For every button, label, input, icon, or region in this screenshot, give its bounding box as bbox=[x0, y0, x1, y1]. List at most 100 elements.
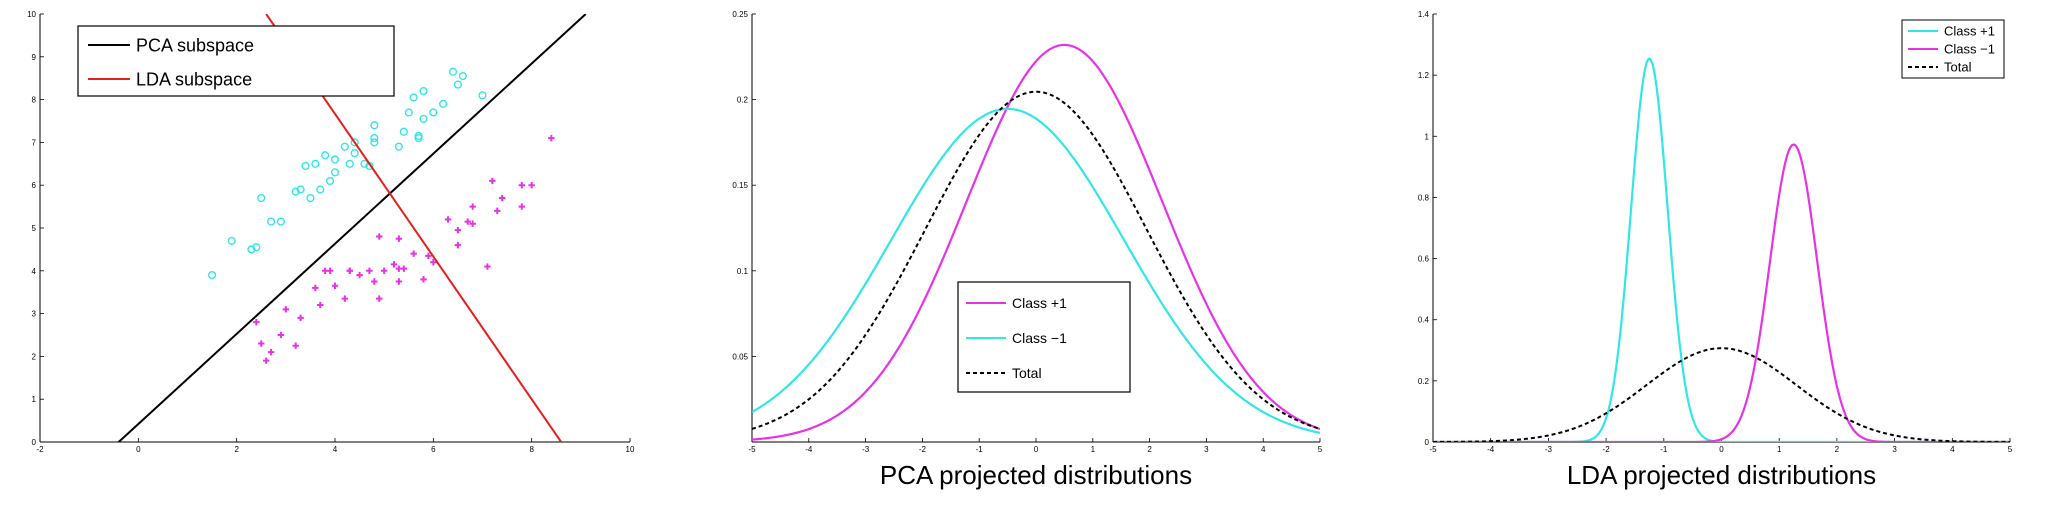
legend-label: Class +1 bbox=[1944, 24, 1995, 39]
x-tick-label: 8 bbox=[529, 445, 534, 454]
class-minus1-point bbox=[267, 348, 275, 356]
series-line-class-1 bbox=[1433, 143, 2010, 442]
class-minus1-point bbox=[454, 241, 462, 249]
x-tick-label: -5 bbox=[748, 445, 756, 454]
class-plus1-point bbox=[306, 193, 315, 203]
x-tick-label: 5 bbox=[1318, 445, 1323, 454]
legend-label: LDA subspace bbox=[136, 69, 252, 89]
x-tick-label: 1 bbox=[1777, 445, 1782, 454]
y-tick-label: 5 bbox=[32, 224, 37, 233]
x-tick-label: -2 bbox=[919, 445, 927, 454]
y-tick-label: 7 bbox=[32, 138, 37, 147]
class-minus1-point bbox=[376, 233, 383, 240]
class-plus1-point bbox=[419, 114, 428, 123]
x-tick-label: 6 bbox=[431, 445, 436, 454]
y-tick-label: 0.4 bbox=[1418, 316, 1430, 325]
x-tick-label: -2 bbox=[1603, 445, 1611, 454]
class-plus1-point bbox=[340, 142, 349, 151]
class-minus1-point bbox=[346, 267, 353, 274]
class-minus1-point bbox=[262, 357, 270, 364]
class-minus1-point bbox=[400, 265, 408, 272]
x-tick-label: 3 bbox=[1892, 445, 1897, 454]
class-minus1-point bbox=[326, 267, 334, 274]
y-tick-label: 3 bbox=[32, 310, 37, 319]
class-minus1-point bbox=[444, 216, 452, 223]
class-minus1-point bbox=[464, 218, 471, 225]
class-minus1-point bbox=[528, 182, 535, 189]
y-tick-label: 0.1 bbox=[737, 267, 749, 276]
y-tick-label: 6 bbox=[32, 181, 37, 190]
x-tick-label: 0 bbox=[1719, 445, 1724, 454]
legend-label: PCA subspace bbox=[136, 35, 254, 55]
class-minus1-point bbox=[489, 177, 496, 185]
y-tick-label: 1.4 bbox=[1418, 10, 1430, 19]
legend-label: Total bbox=[1944, 60, 1972, 75]
series-line-class-1 bbox=[1433, 57, 2010, 442]
y-tick-label: 0.15 bbox=[732, 181, 748, 190]
class-plus1-point bbox=[370, 121, 379, 130]
class-plus1-point bbox=[394, 142, 404, 151]
class-plus1-point bbox=[404, 108, 413, 117]
y-tick-label: 9 bbox=[32, 53, 37, 62]
x-tick-label: 2 bbox=[1835, 445, 1840, 454]
class-minus1-point bbox=[469, 203, 476, 210]
x-tick-label: 0 bbox=[1034, 445, 1039, 454]
class-minus1-point bbox=[292, 342, 299, 349]
series-line-class-1 bbox=[752, 43, 1320, 441]
y-tick-label: 0.2 bbox=[737, 96, 749, 105]
y-tick-label: 1 bbox=[1425, 132, 1430, 141]
class-minus1-point bbox=[390, 261, 398, 268]
y-tick-label: 1.2 bbox=[1418, 71, 1430, 80]
class-plus1-point bbox=[478, 91, 487, 100]
legend-label: Total bbox=[1012, 365, 1042, 381]
class-plus1-point bbox=[453, 80, 463, 89]
class-plus1-point bbox=[207, 270, 217, 280]
class-plus1-point bbox=[291, 187, 300, 196]
class-plus1-point bbox=[429, 108, 438, 117]
x-tick-label: -4 bbox=[805, 445, 813, 454]
class-minus1-point bbox=[518, 203, 526, 210]
legend: PCA subspace LDA subspace bbox=[77, 25, 395, 97]
class-minus1-point bbox=[277, 331, 285, 339]
plot-area bbox=[752, 43, 1320, 441]
chart-2: -5 -4 -3 -2 -1 0 1 2 3 4 5 0.05 0.1 0.15 0.2 0.25 PCA pr… bbox=[732, 10, 1322, 490]
chart-3: -5 -4 -3 -2 -1 0 1 2 3 4 5 0 0.2 0.4 0.6 0.8 1 1.2 1.4 LDA … bbox=[1418, 10, 2013, 490]
class-plus1-point bbox=[330, 155, 340, 164]
legend: Class +1 Class −1 Total bbox=[957, 281, 1131, 393]
class-minus1-point bbox=[258, 340, 265, 347]
x-tick-label: 2 bbox=[1147, 445, 1152, 454]
class-minus1-point bbox=[297, 314, 304, 322]
y-tick-label: 0.05 bbox=[732, 352, 748, 361]
class-minus1-point bbox=[518, 182, 526, 189]
class-plus1-point bbox=[247, 245, 256, 254]
class-plus1-point bbox=[370, 138, 379, 147]
x-tick-label: -1 bbox=[1660, 445, 1668, 454]
x-tick-label: 1 bbox=[1091, 445, 1096, 454]
class-plus1-point bbox=[345, 159, 354, 168]
series-line-class-1 bbox=[752, 107, 1320, 434]
class-minus1-point bbox=[341, 295, 349, 302]
class-plus1-point bbox=[296, 185, 305, 194]
series-line-total bbox=[1433, 347, 2010, 442]
y-tick-label: 0.6 bbox=[1418, 255, 1430, 264]
class-minus1-point bbox=[312, 284, 319, 292]
y-tick-label: 0 bbox=[32, 438, 37, 447]
class-plus1-point bbox=[439, 99, 448, 108]
class-minus1-point bbox=[282, 306, 290, 313]
class-plus1-point bbox=[414, 131, 423, 141]
class-minus1-point bbox=[484, 263, 491, 270]
class-plus1-point bbox=[276, 217, 286, 226]
x-tick-label: 3 bbox=[1204, 445, 1209, 454]
x-tick-label: -1 bbox=[976, 445, 984, 454]
legend-box bbox=[77, 25, 395, 97]
class-plus1-point bbox=[419, 86, 428, 96]
class-minus1-point bbox=[498, 194, 506, 202]
class-plus1-point bbox=[257, 193, 266, 203]
class-minus1-point bbox=[376, 295, 383, 302]
x-tick-label: -3 bbox=[1545, 445, 1553, 454]
class-plus1-point bbox=[227, 236, 236, 245]
class-minus1-point bbox=[380, 267, 388, 274]
y-tick-label: 1 bbox=[32, 395, 37, 404]
